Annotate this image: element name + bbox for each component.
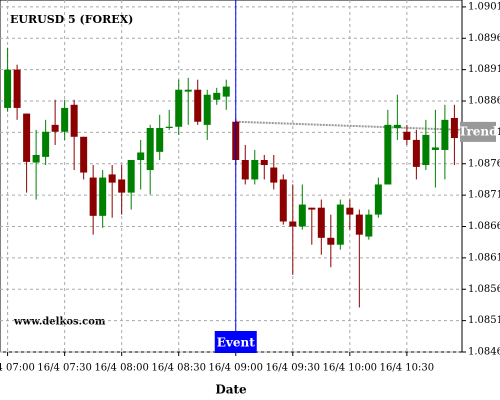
candle-body	[137, 152, 145, 160]
candle-body	[279, 179, 287, 222]
candle-body	[441, 119, 449, 150]
y-tick-label: 1.0866	[468, 221, 500, 232]
y-tick-label: 1.0851	[468, 315, 500, 326]
candle-body	[108, 174, 116, 183]
y-tick-label: 1.0871	[468, 190, 500, 201]
trend-line	[235, 120, 463, 131]
candle-body	[70, 104, 78, 137]
candle-body	[450, 117, 458, 139]
x-tick-label: 16/4 09:00	[209, 363, 263, 374]
candle-body	[32, 154, 40, 163]
candle-body	[184, 89, 192, 92]
candle-body	[403, 131, 411, 140]
y-tick-label: 1.0861	[468, 252, 500, 263]
x-tick-label: 16/4 09:30	[266, 363, 320, 374]
candle-body	[298, 204, 306, 227]
event-label-box	[214, 331, 257, 353]
candle-body	[327, 237, 335, 245]
trend-label: Trend	[458, 124, 498, 138]
candle-body	[213, 92, 221, 100]
candle-body	[146, 128, 154, 171]
candle-body	[194, 89, 202, 122]
candle-body	[317, 207, 325, 238]
candle-body	[127, 160, 135, 193]
x-tick-label: 16/4 07:00	[0, 363, 35, 374]
candle-body	[61, 107, 69, 132]
candle-body	[346, 207, 354, 215]
event-label: Event	[217, 336, 255, 350]
y-tick-label: 1.0856	[468, 284, 500, 295]
candle-body	[241, 160, 249, 180]
candle-body	[23, 113, 31, 162]
candle-body	[118, 179, 126, 193]
candle-body	[393, 124, 401, 128]
candle-body	[80, 136, 88, 173]
candle-body	[355, 214, 363, 235]
y-tick-label: 1.0886	[468, 96, 500, 107]
x-axis-label: Date	[215, 383, 247, 397]
watermark: www.delkos.com	[13, 317, 106, 328]
chart-title: EURUSD 5 (FOREX)	[10, 13, 133, 26]
plot-area	[0, 0, 463, 353]
candle-body	[89, 177, 97, 216]
x-tick-label: 16/4 10:00	[323, 363, 377, 374]
y-tick-label: 1.0891	[468, 64, 500, 75]
candle-body	[336, 204, 344, 245]
x-tick-label: 16/4 10:30	[380, 363, 434, 374]
candle-body	[289, 221, 297, 227]
candle-body	[222, 86, 230, 97]
candle-body	[374, 184, 382, 215]
candle-body	[165, 126, 173, 128]
trend-label-box	[460, 121, 496, 142]
candle-body	[270, 167, 278, 183]
candle-body	[308, 207, 316, 210]
candle-body	[260, 160, 268, 166]
candle-body	[412, 139, 420, 167]
candle-body	[431, 147, 439, 150]
candle-body	[422, 134, 430, 166]
candle-body	[203, 94, 211, 125]
x-tick-label: 16/4 07:30	[37, 363, 91, 374]
y-tick-label: 1.0846	[468, 347, 500, 358]
candle-body	[384, 124, 392, 185]
y-tick-label: 1.0896	[468, 33, 500, 44]
candle-body	[99, 177, 107, 216]
x-tick-label: 16/4 08:30	[151, 363, 205, 374]
candle-body	[175, 89, 183, 127]
candle-body	[51, 124, 59, 132]
candle-body	[156, 128, 164, 152]
candle-body	[13, 69, 21, 108]
candle-body	[251, 160, 259, 180]
candle-body	[42, 131, 50, 157]
x-tick-label: 16/4 08:00	[94, 363, 148, 374]
y-tick-label: 1.0876	[468, 158, 500, 169]
y-tick-label: 1.0901	[468, 1, 500, 12]
candle-body	[4, 69, 12, 108]
candle-body	[365, 214, 373, 237]
